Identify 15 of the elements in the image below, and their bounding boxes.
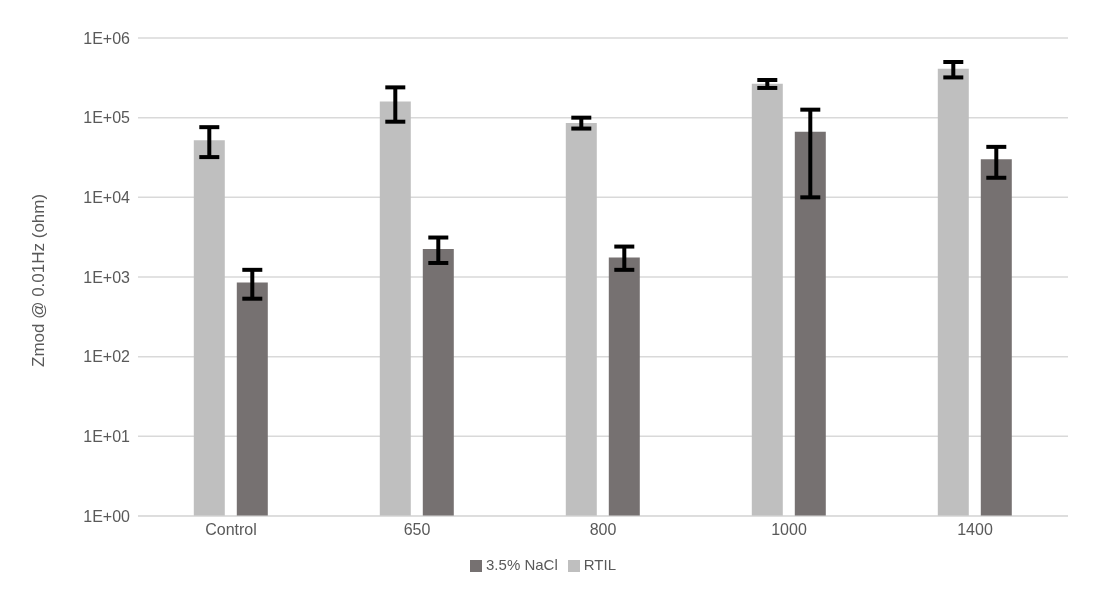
- x-tick-label: Control: [205, 521, 257, 539]
- x-tick-label: 1400: [957, 521, 993, 539]
- x-tick-label: 800: [589, 521, 617, 539]
- legend-label: RTIL: [583, 556, 616, 573]
- y-tick-label: 1E+01: [83, 428, 131, 446]
- y-tick-label: 1E+02: [83, 348, 131, 366]
- y-tick-label: 1E+05: [83, 109, 131, 127]
- y-tick-label: 1E+04: [83, 189, 131, 207]
- x-tick-label: 650: [403, 521, 431, 539]
- y-tick-label: 1E+06: [83, 29, 131, 47]
- y-axis-title: Zmod @ 0.01Hz (ohm): [29, 193, 49, 367]
- y-tick-label: 1E+03: [83, 268, 131, 286]
- x-tick-label: 1000: [771, 521, 807, 539]
- legend-label: 3.5% NaCl: [486, 556, 558, 573]
- y-tick-label: 1E+00: [83, 507, 131, 525]
